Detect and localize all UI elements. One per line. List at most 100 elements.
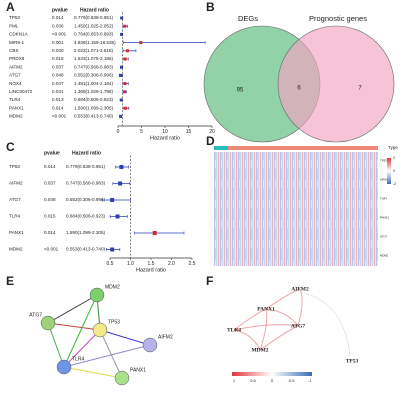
gene-label: CDKN1A [9, 32, 29, 37]
pvalue-label: 0.018 [52, 56, 64, 61]
pvalue-label: 0.048 [52, 73, 64, 78]
hr-label: 0.553(0.413-0.740) [66, 247, 106, 252]
set-label: Prognostic genes [309, 14, 367, 23]
hr-point [119, 98, 123, 102]
colorbar-tick: 2 [393, 156, 395, 160]
hr-label: 0.552(0.306-0.996) [66, 197, 106, 202]
pvalue-label: 0.037 [44, 181, 56, 186]
hr-point [119, 165, 124, 169]
gene-label: PANX1 [9, 230, 24, 235]
hr-point [139, 41, 143, 45]
gene-label: PANX1 [9, 105, 24, 110]
set-label: DEGs [238, 14, 258, 23]
count-label: 95 [237, 88, 244, 94]
node [114, 370, 130, 386]
pvalue-label: <0.001 [52, 114, 67, 119]
edge [47, 322, 101, 331]
hr-label: 1.481(1.004-2.184) [74, 81, 114, 86]
hr-label: 0.764(0.653-0.893) [74, 32, 114, 37]
x-tick-label: 1.5 [148, 261, 155, 267]
hr-point [123, 106, 127, 110]
gene-label: AIFM2 [9, 181, 23, 186]
venn-set [277, 25, 395, 143]
colorbar-tick: 1 [233, 378, 236, 383]
edge [233, 329, 261, 351]
pvalue-label: 0.047 [52, 81, 64, 86]
count-label: 6 [297, 86, 301, 92]
x-axis-label: Hazard ratio [136, 267, 166, 273]
hr-label: 0.779(0.638-0.951) [74, 15, 114, 20]
edge [233, 308, 267, 331]
node [142, 337, 158, 353]
colorbar [232, 372, 312, 376]
pvalue-label: 0.036 [52, 23, 64, 28]
gene-label: TLR4 [9, 97, 21, 102]
edge [47, 294, 98, 324]
hr-point [120, 16, 124, 20]
edge [304, 292, 351, 357]
x-tick-label: 20 [209, 129, 215, 135]
panel-label: A [6, 0, 15, 14]
column-header: pvalue [44, 150, 60, 156]
x-axis-label: Hazard ratio [150, 135, 180, 141]
hr-point [110, 198, 115, 202]
node-label: PANX1 [130, 367, 146, 373]
gene-label: PML [9, 23, 19, 28]
hr-label: 1.369(1.029-1.798) [74, 89, 114, 94]
gene-label: TP53 [9, 15, 20, 20]
row-label: AIFM2 [380, 178, 389, 182]
node-label: PANX1 [257, 306, 275, 312]
panel-label: E [6, 274, 14, 288]
gene-label: LINC00472 [9, 89, 33, 94]
gene-label: CBS [9, 48, 18, 53]
pvalue-label: 0.048 [44, 197, 56, 202]
edge [99, 329, 151, 346]
edge [63, 366, 123, 379]
node [56, 359, 72, 375]
edge [265, 288, 301, 310]
hr-point [110, 247, 115, 252]
hr-label: 0.747(0.568-0.983) [66, 181, 106, 186]
hr-point [119, 73, 123, 77]
x-tick-label: 0 [117, 129, 120, 135]
gene-label: NOX4 [9, 81, 22, 86]
count-label: 7 [358, 86, 362, 92]
hr-point [120, 65, 124, 69]
hr-label: 1.450(1.025-2.052) [74, 23, 114, 28]
gene-label: ATG7 [9, 197, 21, 202]
row-label: ATG7 [380, 235, 388, 239]
pvalue-label: 0.014 [52, 105, 64, 110]
hr-point [118, 181, 123, 186]
node-label: TP53 [346, 358, 359, 364]
pvalue-label: 0.037 [52, 64, 64, 69]
hr-label: 0.553(0.413-0.740) [74, 114, 114, 119]
x-tick-label: 15 [186, 129, 192, 135]
hr-point [120, 32, 124, 36]
pvalue-label: 0.013 [52, 97, 64, 102]
hr-label: 0.684(0.506-0.923) [66, 214, 106, 219]
hr-label: 4.836(1.159-18.535) [74, 40, 116, 45]
hr-point [115, 214, 120, 219]
type-bar [214, 146, 228, 150]
gene-label: MDM2 [9, 247, 23, 252]
node-label: AIFM2 [158, 334, 173, 340]
hr-point [152, 231, 157, 235]
gene-label: PRDX6 [9, 56, 25, 61]
hr-point [122, 90, 126, 94]
colorbar-tick: -2 [393, 182, 396, 186]
edge [63, 344, 151, 368]
panel-label: C [6, 140, 15, 154]
edge [259, 325, 299, 351]
edge [259, 308, 268, 351]
row-label: TLR4 [380, 197, 387, 201]
node-label: AIFM2 [291, 286, 309, 292]
gene-label: TLR4 [9, 214, 21, 219]
node-label: ATG7 [291, 323, 306, 329]
edge [297, 288, 303, 327]
hr-label: 0.684(0.506-0.923) [74, 97, 114, 102]
edge [265, 308, 299, 327]
gene-label: AIFM2 [9, 64, 23, 69]
type-bar [228, 146, 378, 150]
hr-label: 0.552(0.306-0.996) [74, 73, 114, 78]
